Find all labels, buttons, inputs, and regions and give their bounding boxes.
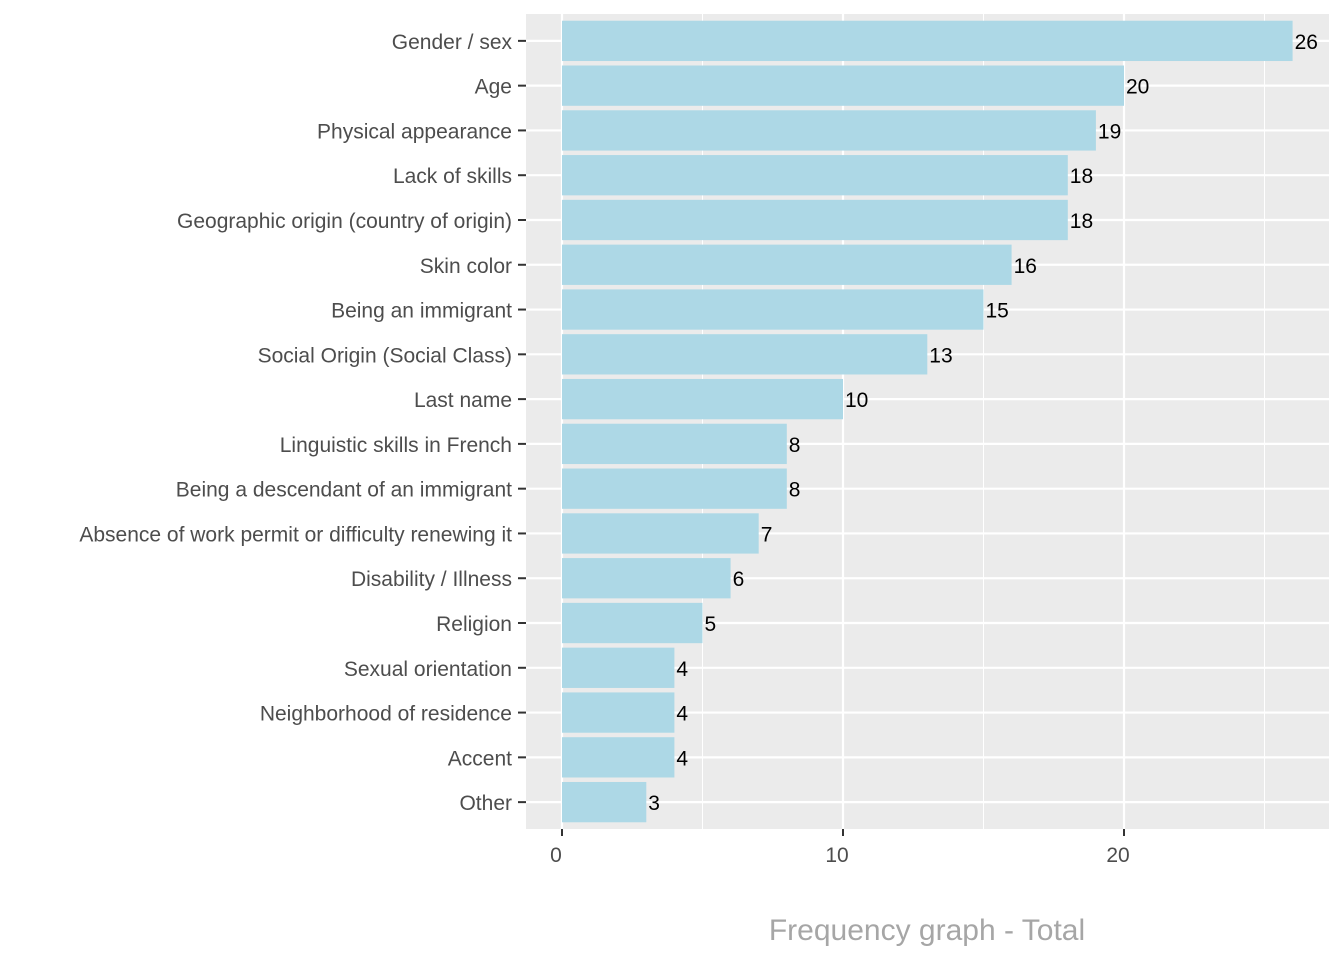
x-axis: 0 10 20 — [550, 829, 1130, 867]
y-tick-label: Being an immigrant — [331, 300, 512, 323]
y-tick-label: Social Origin (Social Class) — [258, 344, 512, 367]
bar — [562, 468, 787, 509]
bar — [562, 602, 703, 644]
x-tick-label: 10 — [825, 844, 848, 867]
value-label: 4 — [676, 747, 688, 770]
value-label: 18 — [1070, 165, 1093, 188]
y-tick-label: Last name — [414, 389, 512, 412]
y-tick-label: Physical appearance — [317, 120, 512, 143]
bar — [562, 423, 787, 465]
value-label: 10 — [845, 389, 868, 412]
bar — [562, 155, 1068, 196]
x-tick-label: 20 — [1106, 844, 1129, 867]
value-label: 4 — [676, 703, 688, 726]
bars — [562, 20, 1293, 823]
value-label: 4 — [676, 658, 688, 681]
y-tick-label: Disability / Illness — [351, 568, 512, 591]
value-label: 8 — [789, 434, 801, 457]
y-tick-label: Age — [475, 76, 512, 99]
x-tick-label: 0 — [550, 844, 562, 867]
value-label: 13 — [929, 344, 952, 367]
value-label: 8 — [789, 479, 801, 502]
y-tick-label: Accent — [448, 747, 512, 770]
value-label: 6 — [733, 568, 745, 591]
value-label: 18 — [1070, 210, 1093, 233]
bar — [562, 65, 1124, 106]
value-label: 26 — [1295, 31, 1318, 54]
bar — [562, 334, 928, 375]
bar — [562, 647, 675, 688]
bar — [562, 110, 1096, 151]
y-axis: Gender / sex Age Physical appearance Lack o… — [79, 31, 526, 815]
bar — [562, 244, 1012, 285]
y-tick-label: Neighborhood of residence — [260, 703, 512, 726]
y-tick-label: Skin color — [420, 255, 512, 278]
y-tick-label: Religion — [436, 613, 512, 636]
bar — [562, 378, 843, 420]
y-tick-label: Gender / sex — [392, 31, 513, 54]
value-label: 19 — [1098, 120, 1121, 143]
y-tick-label: Lack of skills — [393, 165, 512, 188]
bar — [562, 781, 647, 823]
bar — [562, 20, 1293, 62]
y-tick-label: Being a descendant of an immigrant — [176, 479, 512, 502]
y-tick-label: Linguistic skills in French — [280, 434, 512, 457]
bar — [562, 558, 731, 599]
value-label: 16 — [1014, 255, 1037, 278]
value-label: 7 — [761, 523, 773, 546]
bar — [562, 289, 984, 330]
bar — [562, 692, 675, 733]
value-label: 5 — [705, 613, 717, 636]
bar — [562, 199, 1068, 241]
value-label: 15 — [986, 300, 1009, 323]
chart-title: Frequency graph - Total — [769, 914, 1085, 947]
value-label: 3 — [648, 792, 660, 815]
value-label: 20 — [1126, 76, 1149, 99]
bar — [562, 513, 759, 554]
y-tick-label: Sexual orientation — [344, 658, 512, 681]
y-tick-label: Other — [459, 792, 512, 815]
bar — [562, 737, 675, 778]
y-tick-label: Geographic origin (country of origin) — [177, 210, 512, 233]
y-tick-label: Absence of work permit or difficulty ren… — [79, 523, 512, 546]
